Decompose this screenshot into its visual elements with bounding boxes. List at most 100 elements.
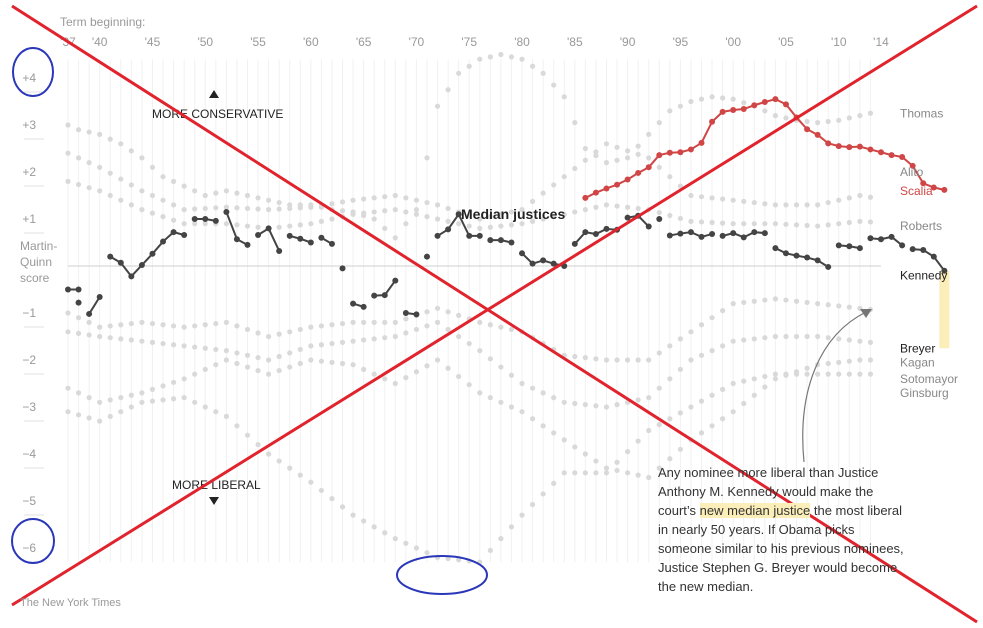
- justice-dot: [519, 221, 525, 227]
- justice-dot: [276, 224, 282, 230]
- justice-dot: [308, 357, 314, 363]
- data-point: [719, 108, 726, 115]
- justice-dot: [751, 221, 757, 227]
- justice-dot: [477, 348, 483, 354]
- justice-dot: [730, 380, 736, 387]
- data-point: [96, 294, 103, 301]
- annotation-after: the most liberal in nearly 50 years. If …: [658, 503, 904, 594]
- justice-dot: [709, 423, 715, 429]
- justice-dot: [825, 118, 831, 125]
- justice-dot: [255, 206, 261, 212]
- justice-dot: [783, 221, 789, 227]
- justice-dot: [413, 211, 420, 217]
- justice-dot: [192, 323, 198, 329]
- justice-dot: [519, 409, 525, 415]
- justice-dot: [139, 390, 145, 396]
- justice-dot: [371, 524, 377, 530]
- justice-dot: [202, 192, 208, 199]
- data-point: [730, 106, 737, 113]
- justice-dot: [192, 344, 198, 350]
- x-tick-label: '85: [567, 35, 583, 49]
- justice-dot: [339, 504, 346, 510]
- justice-dot: [170, 323, 177, 329]
- data-point: [814, 131, 821, 138]
- annotation-arrowhead-icon: [860, 309, 872, 318]
- justice-dot: [762, 108, 768, 114]
- data-point: [65, 286, 71, 293]
- justice-dot: [688, 218, 694, 224]
- justice-dot: [75, 330, 82, 336]
- data-point: [772, 96, 779, 103]
- justice-dot: [160, 383, 166, 389]
- markup-circle: [12, 47, 54, 97]
- justice-dot: [223, 204, 229, 210]
- justice-dot: [382, 335, 388, 341]
- justice-dot: [804, 222, 810, 229]
- justice-dot: [477, 319, 483, 325]
- justice-dot: [720, 386, 726, 392]
- justice-dot: [508, 222, 515, 228]
- justice-dot: [244, 432, 251, 438]
- justice-dot: [836, 359, 842, 365]
- justice-dot: [857, 357, 863, 363]
- justice-dot: [107, 413, 113, 419]
- justice-dot: [65, 385, 71, 391]
- justice-dot: [234, 423, 240, 429]
- justice-dot: [392, 333, 398, 340]
- justice-dot: [540, 216, 546, 222]
- justice-dot: [255, 224, 261, 230]
- justice-dot: [297, 222, 303, 228]
- data-point: [878, 149, 884, 156]
- data-point: [804, 254, 811, 261]
- justice-label: Breyer: [900, 341, 935, 355]
- justice-dot: [170, 217, 177, 223]
- justice-dot: [603, 160, 610, 166]
- justice-dot: [255, 195, 261, 201]
- justice-dot: [646, 474, 652, 481]
- justice-dot: [614, 402, 620, 408]
- justice-dot: [635, 205, 641, 212]
- justice-dot: [223, 221, 229, 227]
- justice-dot: [276, 367, 282, 374]
- justice-dot: [223, 348, 229, 354]
- justice-dot: [118, 336, 124, 342]
- justice-dot: [466, 212, 472, 219]
- justice-dot: [65, 329, 71, 335]
- justice-dot: [350, 319, 356, 325]
- justice-dot: [160, 397, 166, 403]
- justice-dot: [582, 355, 588, 361]
- justice-dot: [75, 127, 82, 133]
- justice-dot: [424, 309, 430, 315]
- justice-dot: [361, 518, 367, 524]
- justice-dot: [276, 199, 282, 206]
- data-point: [445, 226, 452, 233]
- justice-dot: [350, 362, 356, 368]
- data-point: [582, 229, 589, 236]
- justice-dot: [192, 221, 198, 227]
- data-point: [107, 253, 114, 260]
- justice-dot: [392, 192, 398, 199]
- justice-dot: [445, 218, 451, 224]
- justice-dot: [339, 360, 346, 367]
- justice-dot: [751, 336, 757, 342]
- justice-dot: [170, 202, 177, 208]
- justice-dot: [698, 322, 705, 328]
- justice-dot: [561, 437, 567, 443]
- justice-dot: [551, 430, 557, 436]
- justice-dot: [783, 333, 789, 340]
- justice-dot: [646, 395, 652, 401]
- justice-dot: [709, 348, 715, 354]
- justice-dot: [677, 336, 683, 342]
- justice-dot: [540, 190, 546, 196]
- justice-dot: [572, 209, 578, 215]
- data-point: [941, 267, 948, 274]
- justice-dot: [192, 188, 198, 194]
- data-point: [212, 217, 219, 224]
- justice-dot: [424, 155, 430, 161]
- data-point: [761, 98, 768, 105]
- justice-dot: [561, 470, 567, 476]
- data-point: [371, 292, 378, 299]
- justice-dot: [160, 322, 166, 328]
- justice-dot: [86, 185, 92, 191]
